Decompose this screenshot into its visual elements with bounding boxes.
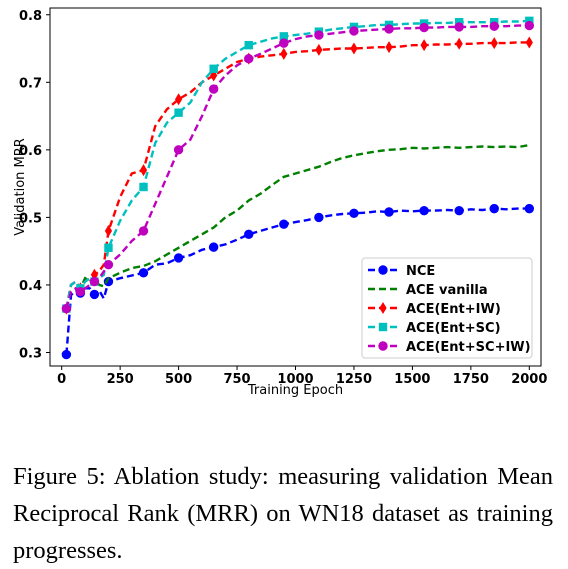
y-tick-label: 0.4 <box>19 279 42 294</box>
data-point <box>314 30 324 40</box>
data-point <box>139 182 148 192</box>
series-line <box>65 207 530 355</box>
data-point <box>280 47 288 60</box>
series-line <box>65 24 530 309</box>
legend-marker <box>378 265 388 275</box>
data-point <box>454 22 464 32</box>
legend-label: NCE <box>406 264 435 279</box>
legend-marker <box>378 322 388 332</box>
data-point <box>244 229 254 239</box>
data-point <box>349 208 359 219</box>
data-point <box>489 21 499 31</box>
data-point <box>315 43 323 56</box>
data-point <box>524 20 535 31</box>
data-point <box>75 286 86 297</box>
data-point <box>139 164 148 177</box>
data-point <box>138 226 149 236</box>
data-point <box>420 39 428 52</box>
data-point <box>385 41 393 54</box>
series-ace-vanilla <box>65 143 530 309</box>
data-point <box>314 212 324 223</box>
legend-label: ACE vanilla <box>406 283 488 298</box>
legend-label: ACE(Ent+SC) <box>406 321 501 336</box>
x-tick-label: 250 <box>107 372 134 387</box>
legend-label: ACE(Ent+SC+IW) <box>406 340 531 355</box>
data-point <box>61 303 72 314</box>
data-point <box>490 37 498 50</box>
legend-item: ACE(Ent+IW) <box>368 302 501 317</box>
legend-item: ACE vanilla <box>368 283 488 298</box>
legend: NCE ACE vanilla ACE(Ent+IW) ACE(Ent+SC) ACE(… <box>361 257 533 359</box>
y-tick-label: 0.5 <box>19 211 42 226</box>
data-point <box>525 36 533 49</box>
x-tick-label: 1000 <box>277 372 313 387</box>
series-ace-ent-sc-iw <box>61 20 535 314</box>
x-axis-label: Training Epoch <box>247 383 343 398</box>
data-point <box>89 276 100 287</box>
data-point <box>454 205 464 216</box>
y-tick-label: 0.3 <box>19 346 42 361</box>
y-tick-label: 0.8 <box>19 9 42 24</box>
data-point <box>349 26 359 36</box>
data-point <box>138 268 149 278</box>
legend-marker <box>379 302 387 314</box>
y-tick-label: 0.6 <box>19 144 42 159</box>
data-point <box>174 108 183 117</box>
x-tick-label: 1500 <box>394 372 430 387</box>
data-point <box>384 24 394 34</box>
data-point <box>61 349 72 360</box>
data-point <box>419 205 429 216</box>
x-tick-label: 2000 <box>511 372 547 387</box>
data-point <box>103 259 114 270</box>
data-point <box>244 40 253 50</box>
data-point <box>454 17 464 27</box>
data-point <box>244 53 254 64</box>
data-point <box>173 253 184 263</box>
data-point <box>279 219 289 229</box>
series-line <box>65 19 530 309</box>
legend-item: NCE <box>368 264 435 279</box>
data-point <box>89 289 100 300</box>
series-line <box>65 41 530 309</box>
y-axis-label: Validation MRR <box>13 138 28 236</box>
mrr-line-chart: 0 250 500 750 1000 1250 1500 1750 2000 0.3 0.4 0.5 0… <box>13 7 547 398</box>
series-nce <box>61 203 535 360</box>
y-tick-label: 0.7 <box>19 76 42 91</box>
x-tick-label: 500 <box>165 372 192 387</box>
data-point <box>455 37 463 50</box>
data-point <box>489 203 499 214</box>
x-tick-label: 1750 <box>453 372 489 387</box>
data-point <box>279 32 289 41</box>
x-tick-label: 750 <box>223 372 250 387</box>
legend-marker <box>378 341 388 351</box>
data-point <box>279 38 289 48</box>
data-point <box>350 42 358 55</box>
data-point <box>384 207 394 217</box>
data-point <box>173 145 184 155</box>
data-point <box>419 22 429 33</box>
data-point <box>209 64 218 73</box>
legend-label: ACE(Ent+IW) <box>406 302 501 317</box>
x-tick-label: 1250 <box>336 372 372 387</box>
legend-item: ACE(Ent+SC+IW) <box>368 340 531 355</box>
data-point <box>208 242 219 252</box>
series-line <box>65 143 530 309</box>
data-point <box>174 93 183 106</box>
x-tick-label: 0 <box>57 372 66 387</box>
data-point <box>524 203 535 214</box>
legend-box <box>361 257 533 359</box>
data-point <box>104 243 113 252</box>
data-point <box>525 16 534 26</box>
chart-container: 0 250 500 750 1000 1250 1500 1750 2000 0.3 0.4 0.5 0… <box>13 7 547 398</box>
data-point <box>104 224 113 237</box>
data-point <box>208 84 219 94</box>
figure-caption: Figure 5: Ablation study: measuring vali… <box>13 463 553 564</box>
legend-item: ACE(Ent+SC) <box>368 321 501 336</box>
